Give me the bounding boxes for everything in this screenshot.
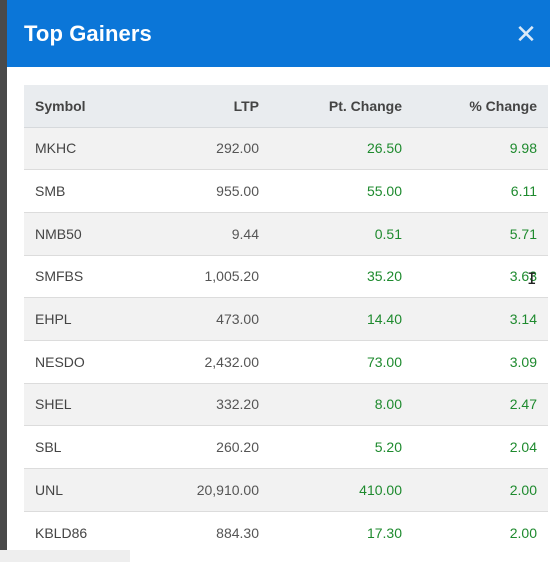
cell-symbol: UNL xyxy=(24,468,157,512)
cell-pct-change: 3.09 xyxy=(402,339,548,384)
cell-ltp: 332.20 xyxy=(157,382,259,426)
cell-pt-change: 14.40 xyxy=(259,297,402,341)
table-row[interactable]: KBLD86 884.30 17.30 2.00 xyxy=(24,510,548,554)
cell-pct-change: 3.14 xyxy=(402,297,548,341)
background-window-edge xyxy=(0,0,7,562)
cell-pct-change: 5.71 xyxy=(402,211,548,256)
dialog-header: Top Gainers ✕ xyxy=(7,0,550,67)
cell-pt-change: 26.50 xyxy=(259,126,402,170)
table-header-row: Symbol LTP Pt. Change % Change xyxy=(24,85,548,128)
table-row[interactable]: SHEL 332.20 8.00 2.47 xyxy=(24,382,548,426)
cell-pt-change: 8.00 xyxy=(259,382,402,426)
cell-pct-change: 2.00 xyxy=(402,468,548,512)
cell-ltp: 292.00 xyxy=(157,126,259,170)
top-gainers-dialog: Top Gainers ✕ Symbol LTP Pt. Change % Ch… xyxy=(7,0,550,562)
cell-pt-change: 410.00 xyxy=(259,468,402,512)
column-header-pt-change[interactable]: Pt. Change xyxy=(259,85,402,128)
cell-pt-change: 55.00 xyxy=(259,169,402,213)
cell-ltp: 9.44 xyxy=(157,211,259,256)
text-cursor-icon: I xyxy=(527,269,537,288)
cell-symbol: NMB50 xyxy=(24,211,157,256)
cell-pt-change: 17.30 xyxy=(259,510,402,554)
cell-pct-change: 2.00 xyxy=(402,510,548,554)
cell-pct-change: 6.11 xyxy=(402,169,548,213)
cell-ltp: 473.00 xyxy=(157,297,259,341)
cell-symbol: SMB xyxy=(24,169,157,213)
cell-pct-change: 3.63 xyxy=(402,254,548,298)
cell-pct-change: 9.98 xyxy=(402,126,548,170)
column-header-ltp[interactable]: LTP xyxy=(157,85,259,128)
cell-pct-change: 2.04 xyxy=(402,425,548,469)
cell-ltp: 260.20 xyxy=(157,425,259,469)
dialog-title: Top Gainers xyxy=(24,21,152,46)
cell-pct-change: 2.47 xyxy=(402,382,548,426)
cell-pt-change: 0.51 xyxy=(259,211,402,256)
table-row[interactable]: UNL 20,910.00 410.00 2.00 xyxy=(24,468,548,512)
cell-pt-change: 5.20 xyxy=(259,425,402,469)
table-row[interactable]: SMB 955.00 55.00 6.11 xyxy=(24,169,548,213)
cell-ltp: 884.30 xyxy=(157,510,259,554)
gainers-table: Symbol LTP Pt. Change % Change MKHC 292.… xyxy=(24,85,548,554)
cell-symbol: SMFBS xyxy=(24,254,157,298)
cell-symbol: SBL xyxy=(24,425,157,469)
table-row[interactable]: MKHC 292.00 26.50 9.98 xyxy=(24,126,548,170)
cell-symbol: NESDO xyxy=(24,339,157,384)
column-header-pct-change[interactable]: % Change xyxy=(402,85,548,128)
table-row[interactable]: SMFBS 1,005.20 35.20 3.63 xyxy=(24,254,548,298)
table-row[interactable]: NMB50 9.44 0.51 5.71 xyxy=(24,211,548,256)
cell-symbol: MKHC xyxy=(24,126,157,170)
cell-ltp: 20,910.00 xyxy=(157,468,259,512)
table-row[interactable]: NESDO 2,432.00 73.00 3.09 xyxy=(24,339,548,384)
cell-symbol: KBLD86 xyxy=(24,510,157,554)
cell-pt-change: 73.00 xyxy=(259,339,402,384)
table-row[interactable]: SBL 260.20 5.20 2.04 xyxy=(24,425,548,469)
cell-symbol: SHEL xyxy=(24,382,157,426)
cell-pt-change: 35.20 xyxy=(259,254,402,298)
background-status-strip xyxy=(0,550,130,562)
cell-ltp: 955.00 xyxy=(157,169,259,213)
cell-ltp: 1,005.20 xyxy=(157,254,259,298)
table-row[interactable]: EHPL 473.00 14.40 3.14 xyxy=(24,297,548,341)
gainers-table-container: Symbol LTP Pt. Change % Change MKHC 292.… xyxy=(24,85,548,554)
column-header-symbol[interactable]: Symbol xyxy=(24,85,157,128)
close-icon[interactable]: ✕ xyxy=(515,19,537,49)
cell-ltp: 2,432.00 xyxy=(157,339,259,384)
cell-symbol: EHPL xyxy=(24,297,157,341)
